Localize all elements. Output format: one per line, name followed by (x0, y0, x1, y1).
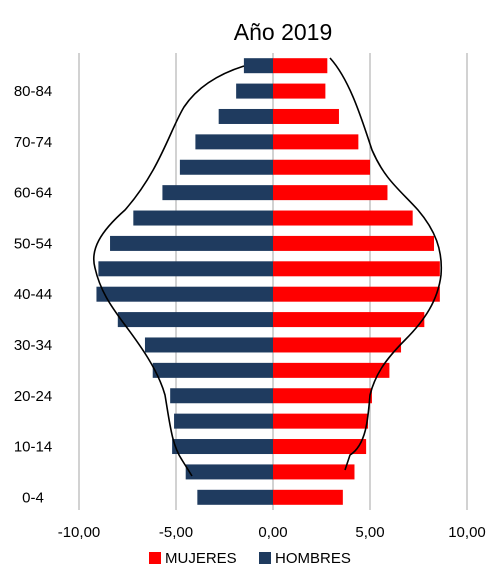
y-tick-label: 0-4 (22, 489, 44, 506)
y-tick-label: 60-64 (14, 185, 52, 202)
y-tick-label: 20-24 (14, 388, 52, 405)
bar-hombres-0-4 (197, 489, 273, 505)
y-axis-labels: 0-4 10-14 20-24 30-34 40-44 50-54 60-64 70-74 80… (14, 83, 52, 506)
bar-mujeres-45-49 (273, 261, 440, 277)
bar-hombres-10-14 (172, 439, 273, 455)
bar-hombres-20-24 (170, 388, 273, 404)
bar-mujeres-80-84 (273, 83, 326, 99)
y-tick-label: 10-14 (14, 439, 52, 456)
bar-mujeres-40-44 (273, 286, 440, 302)
bar-hombres-45-49 (98, 261, 274, 277)
bars (96, 58, 440, 505)
bar-mujeres-30-34 (273, 337, 402, 353)
y-tick-label: 30-34 (14, 337, 52, 354)
bar-hombres-30-34 (144, 337, 273, 353)
bar-mujeres-0-4 (273, 489, 343, 505)
bar-hombres-80-84 (236, 83, 273, 99)
bar-mujeres-55-59 (273, 210, 413, 226)
bar-mujeres-75-79 (273, 108, 339, 124)
bar-mujeres-5-9 (273, 464, 355, 480)
hand-drawn-outline (93, 57, 443, 477)
bar-mujeres-15-19 (273, 413, 369, 429)
legend-swatch-hombres (259, 552, 271, 564)
y-tick-label: 40-44 (14, 286, 52, 303)
bar-hombres-50-54 (110, 235, 273, 251)
bar-hombres-60-64 (162, 185, 273, 201)
bar-mujeres-25-29 (273, 362, 390, 378)
legend: MUJERES HOMBRES (149, 550, 351, 567)
legend-label-mujeres: MUJERES (165, 550, 237, 567)
x-tick-label: 10,00 (448, 524, 486, 541)
bar-hombres-15-19 (174, 413, 273, 429)
bar-hombres-75-79 (218, 108, 273, 124)
legend-label-hombres: HOMBRES (275, 550, 351, 567)
y-tick-label: 50-54 (14, 235, 52, 252)
legend-swatch-mujeres (149, 552, 161, 564)
bar-hombres-65-69 (179, 159, 273, 175)
bar-hombres-40-44 (96, 286, 274, 302)
gridlines (78, 53, 468, 510)
y-tick-label: 80-84 (14, 83, 52, 100)
bar-mujeres-85+ (273, 58, 328, 74)
bar-mujeres-10-14 (273, 439, 367, 455)
bar-mujeres-60-64 (273, 185, 388, 201)
bar-mujeres-65-69 (273, 159, 370, 175)
x-tick-label: -10,00 (58, 524, 101, 541)
bar-hombres-55-59 (133, 210, 273, 226)
bar-hombres-70-74 (195, 134, 273, 150)
x-tick-label: 0,00 (258, 524, 287, 541)
bar-hombres-35-39 (117, 312, 273, 328)
bar-mujeres-35-39 (273, 312, 425, 328)
bar-hombres-25-29 (152, 362, 273, 378)
bar-hombres-85+ (243, 58, 273, 74)
bar-mujeres-20-24 (273, 388, 372, 404)
x-axis-labels: -10,00 -5,00 0,00 5,00 10,00 (58, 524, 486, 541)
bar-mujeres-70-74 (273, 134, 359, 150)
chart-title: Año 2019 (234, 19, 332, 45)
y-tick-label: 70-74 (14, 134, 52, 151)
x-tick-label: -5,00 (159, 524, 193, 541)
bar-hombres-5-9 (185, 464, 273, 480)
bar-mujeres-50-54 (273, 235, 435, 251)
x-tick-label: 5,00 (355, 524, 384, 541)
